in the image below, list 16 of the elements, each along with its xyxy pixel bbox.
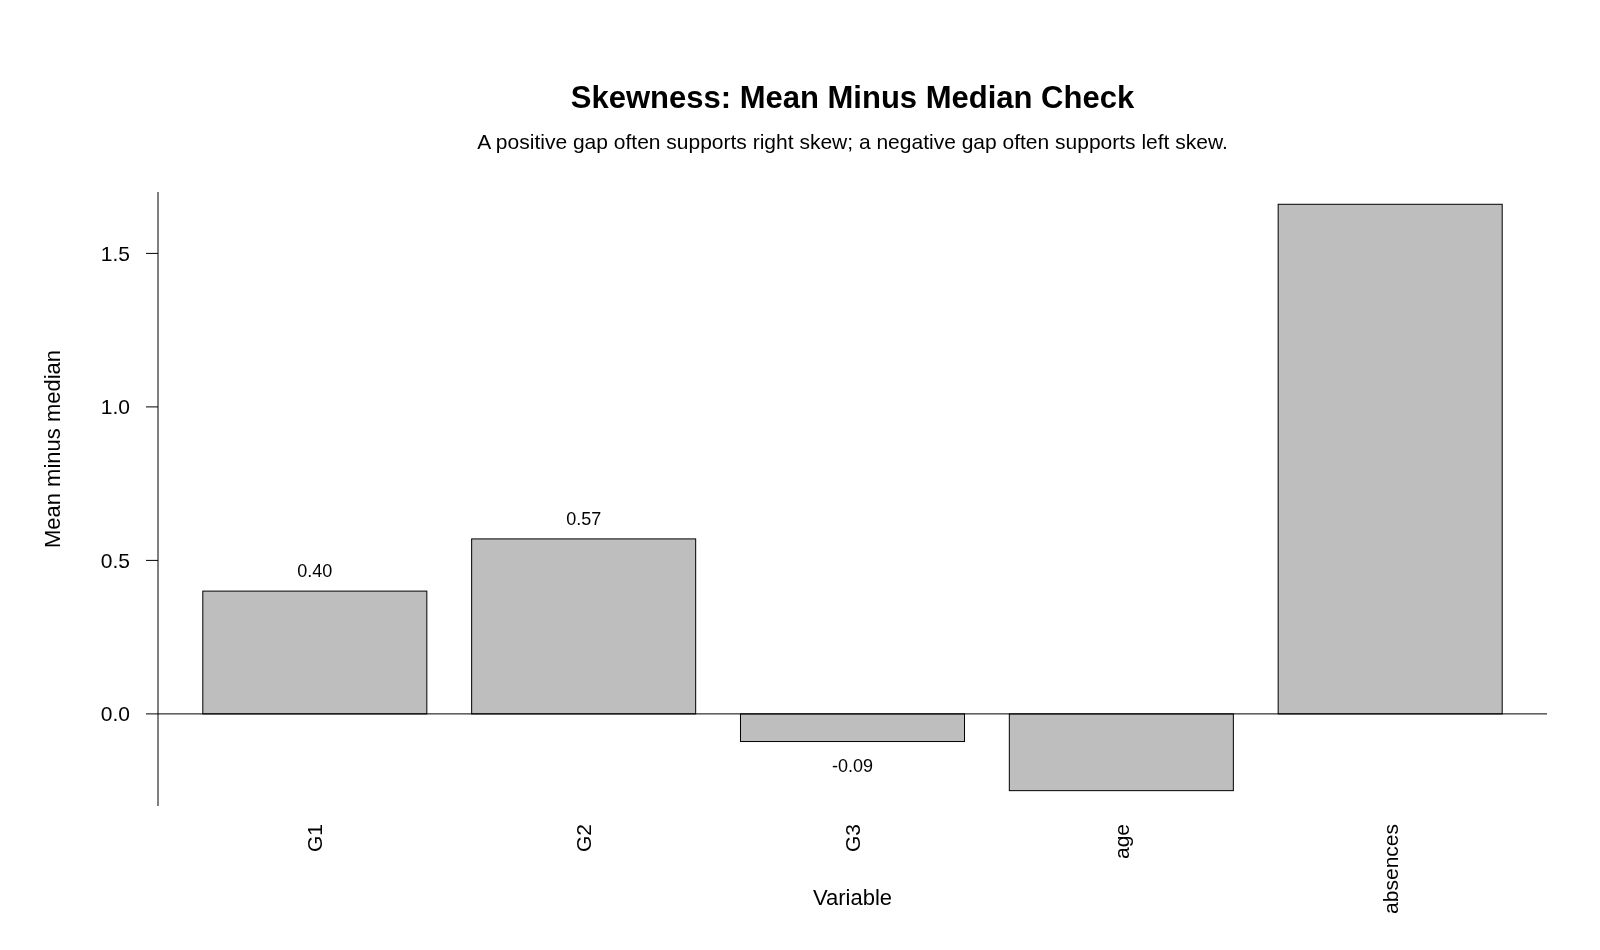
x-tick-label: G3 bbox=[840, 824, 864, 853]
x-tick-label: G1 bbox=[303, 824, 327, 853]
y-axis-title: Mean minus median bbox=[40, 349, 65, 549]
y-tick-label: 0.0 bbox=[100, 702, 130, 726]
y-tick-label: 1.0 bbox=[100, 395, 130, 419]
x-tick-label: absences bbox=[1378, 824, 1402, 914]
chart-subtitle: A positive gap often supports right skew; a negative gap often supports left skew. bbox=[477, 130, 1228, 153]
y-tick-label: 1.5 bbox=[100, 241, 130, 265]
x-axis-title: Variable bbox=[812, 885, 893, 910]
y-tick-label: 0.5 bbox=[100, 548, 130, 572]
x-tick-label: G2 bbox=[572, 824, 596, 853]
data-label: 0.57 bbox=[566, 508, 602, 529]
data-label: 0.40 bbox=[297, 561, 333, 582]
data-label: -0.09 bbox=[831, 755, 874, 776]
chart-title: Skewness: Mean Minus Median Check bbox=[570, 80, 1135, 115]
x-tick-label: age bbox=[1109, 824, 1133, 860]
